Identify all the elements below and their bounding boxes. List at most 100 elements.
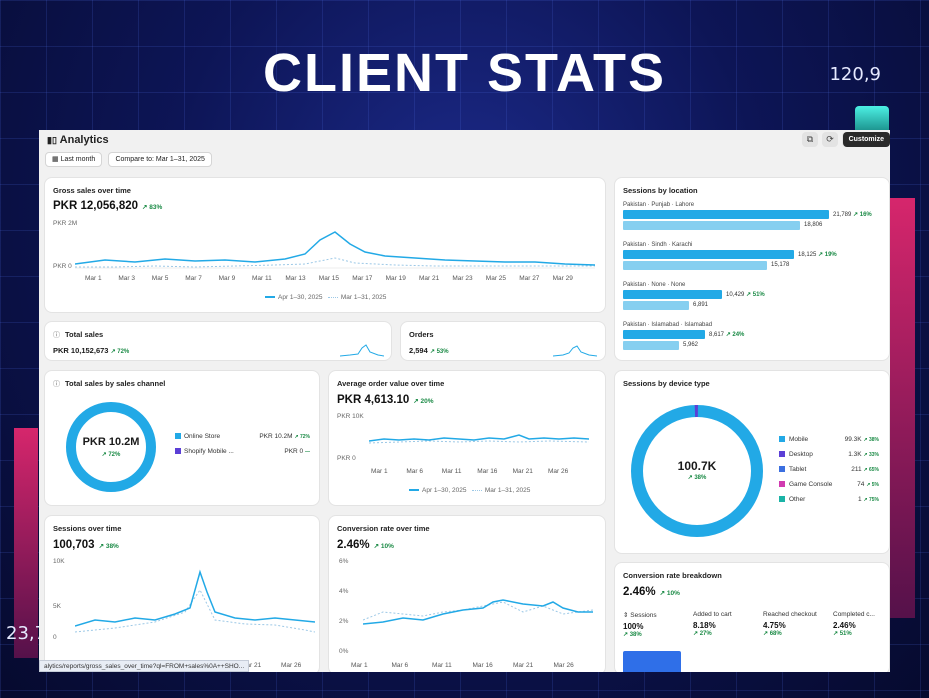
conversion-chart	[363, 599, 593, 625]
compare-filter[interactable]: Compare to: Mar 1–31, 2025	[108, 152, 212, 167]
sessions-location-card[interactable]: Sessions by location Pakistan · Punjab ·…	[614, 177, 890, 361]
conversion-breakdown-card[interactable]: Conversion rate breakdown 2.46% ↗ 10% ⇕ S…	[614, 562, 890, 672]
location-value-current: 10,429 ↗ 51%	[726, 291, 765, 298]
funnel-step: ⇕ Sessions 100% ↗ 38%	[623, 611, 657, 638]
channel-value: PKR 10.2M ↗ 72%	[259, 433, 310, 440]
funnel-step-name: Reached checkout	[763, 611, 817, 618]
channel-name: Shopify Mobile ...	[184, 448, 234, 455]
location-value-previous: 18,806	[804, 222, 823, 228]
value-text: PKR 12,056,820	[53, 200, 139, 212]
refresh-icon[interactable]: ⟳	[822, 132, 838, 147]
legend-current: Apr 1–30, 2025	[278, 294, 323, 301]
value-text: 2,594	[409, 346, 428, 355]
funnel-step-name: Completed c...	[833, 611, 875, 618]
card-title: Sessions over time	[53, 524, 122, 533]
location-bar-current	[623, 250, 794, 259]
x-tick-label: Mar 21	[512, 468, 533, 475]
x-tick-label: Mar 16	[472, 662, 493, 669]
sales-channel-donut	[66, 402, 156, 492]
change-badge: ↗ 24%	[725, 332, 745, 338]
date-range-filter[interactable]: ▦ Last month	[45, 152, 103, 167]
card-title: Conversion rate over time	[337, 524, 430, 533]
change-badge: ↗ 5%	[866, 482, 879, 488]
value-text: 10,429	[726, 292, 745, 298]
x-tick-label: Mar 11	[252, 275, 272, 282]
donut-center-change: ↗ 38%	[687, 475, 707, 481]
total-sales-card[interactable]: Total sales ⓘ PKR 10,152,673 ↗ 72%	[44, 321, 392, 361]
orders-sparkline	[553, 345, 597, 357]
analytics-icon: ▮▯	[47, 135, 57, 145]
breakdown-value: 2.46% ↗ 10%	[623, 586, 680, 598]
location-value-previous: 5,962	[683, 342, 699, 348]
x-tick-label: Mar 27	[519, 275, 540, 282]
change-badge: ↗ 72%	[294, 434, 310, 440]
y-axis-label: 0%	[339, 648, 349, 655]
sessions-chart	[75, 569, 315, 633]
funnel-step-value: 2.46%	[833, 621, 856, 630]
funnel-step-value: 100%	[623, 622, 644, 631]
aov-card[interactable]: Average order value over time PKR 4,613.…	[328, 370, 606, 506]
change-badge: ↗ 51%	[746, 292, 765, 298]
funnel-step: Reached checkout 4.75% ↗ 68%	[763, 611, 817, 637]
funnel-step-name: Added to cart	[693, 611, 732, 618]
legend-swatch-previous	[471, 489, 482, 491]
x-tick-label: Mar 11	[432, 662, 452, 669]
customize-button[interactable]: Customize	[842, 132, 890, 147]
y-axis-bottom: PKR 0	[53, 263, 72, 270]
device-swatch	[779, 496, 785, 503]
x-tick-label: Mar 1	[85, 275, 102, 282]
value-text: 2.46%	[337, 539, 370, 551]
location-label: Pakistan · None · None	[623, 282, 686, 288]
value-text: 18,125	[798, 252, 817, 258]
x-tick-label: Mar 21	[419, 275, 440, 282]
topbar: ▮▯ Analytics ⧉ ⟳ ⤢ Customize	[39, 130, 890, 150]
orders-value: 2,594 ↗ 53%	[409, 346, 449, 355]
change-badge: ↗ 51%	[833, 631, 852, 637]
device-donut	[631, 405, 763, 537]
location-bar-previous	[623, 221, 800, 230]
donut-center-value: 100.7K	[677, 459, 717, 473]
x-tick-label: Mar 3	[118, 275, 136, 282]
legend-swatch-current	[409, 489, 419, 492]
change-badge: ↗ 83%	[142, 204, 163, 211]
sales-channel-card[interactable]: ⓘ Total sales by sales channel PKR 10.2M…	[44, 370, 320, 506]
sessions-time-card[interactable]: Sessions over time 100,703 ↗ 38% 10K 5K 0…	[44, 515, 320, 672]
device-value: 211 ↗ 65%	[851, 466, 879, 473]
change-badge: ↗ 38%	[863, 437, 879, 443]
x-tick-label: Mar 21	[241, 662, 262, 669]
location-value-previous: 6,891	[693, 302, 709, 308]
value-text: 8,617	[709, 332, 725, 338]
location-value-current: 8,617 ↗ 24%	[709, 331, 744, 338]
location-bar-previous	[623, 261, 767, 270]
conversion-time-card[interactable]: Conversion rate over time 2.46% ↗ 10% 6% …	[328, 515, 606, 672]
device-swatch	[779, 436, 785, 443]
channel-swatch	[175, 433, 181, 440]
location-bar-previous	[623, 301, 689, 310]
change-badge: —	[305, 449, 310, 455]
y-axis-mid: 5K	[53, 603, 61, 610]
info-icon: ⓘ	[53, 381, 60, 388]
funnel-step: Completed c... 2.46% ↗ 51%	[833, 611, 875, 637]
info-icon: ⓘ	[53, 332, 60, 339]
change-badge: ↗ 38%	[98, 543, 119, 550]
legend-previous: Mar 1–31, 2025	[340, 294, 387, 301]
channel-value: PKR 0 —	[284, 448, 310, 455]
card-title: Conversion rate breakdown	[623, 571, 722, 580]
change-badge: ↗ 27%	[693, 631, 712, 637]
change-badge: ↗ 75%	[863, 497, 879, 503]
device-row: Tablet	[779, 466, 879, 473]
y-axis-top: PKR 10K	[337, 413, 364, 420]
x-tick-label: Mar 11	[441, 468, 462, 475]
value-text: 74	[857, 481, 865, 488]
device-card[interactable]: Sessions by device type 100.7K ↗ 38% Mob…	[614, 370, 890, 554]
value-text: PKR 4,613.10	[337, 394, 410, 406]
value-text: 1.3K	[848, 451, 862, 458]
gross-sales-card[interactable]: Gross sales over time PKR 12,056,820 ↗ 83…	[44, 177, 606, 313]
card-title: Total sales	[65, 330, 104, 339]
orders-card[interactable]: Orders 2,594 ↗ 53%	[400, 321, 606, 361]
aov-chart	[369, 434, 589, 444]
share-icon[interactable]: ⧉	[802, 132, 818, 147]
x-tick-label: Mar 29	[552, 275, 573, 282]
value-text: 211	[851, 466, 862, 473]
corner-number-bottom: 23,7	[6, 623, 47, 644]
